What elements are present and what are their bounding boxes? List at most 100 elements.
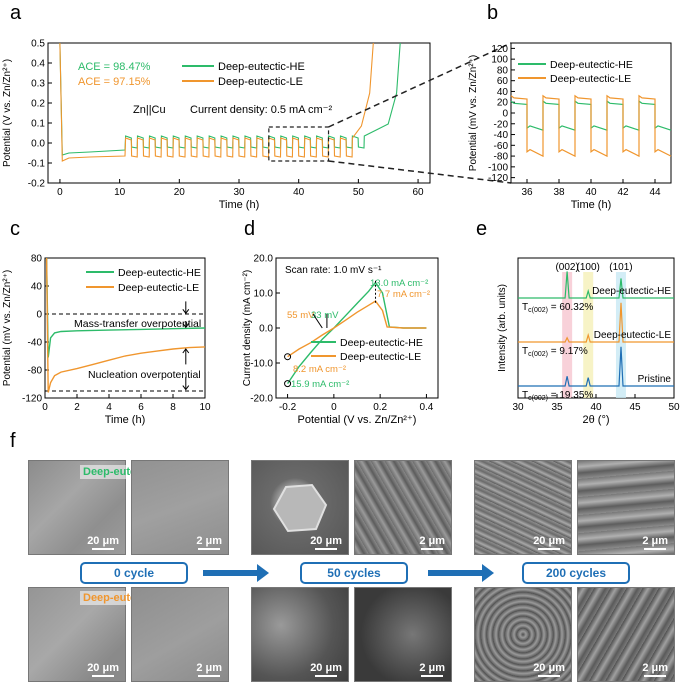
peak-label: (002) bbox=[555, 262, 578, 273]
sem-le-50-high: 2 μm bbox=[354, 587, 452, 682]
d-ytick-label: -10.0 bbox=[250, 359, 273, 370]
chart-d: -0.2 0 0.2 0.4 -20.0 -10.0 0.0 10.0 20.0 Scan ra… bbox=[242, 254, 439, 426]
b-xtick-label: 42 bbox=[617, 187, 629, 198]
overpotential-he-label: 33 mV bbox=[311, 310, 339, 321]
ace-he: ACE = 98.47% bbox=[78, 61, 151, 73]
legend-d-he: Deep-eutectic-HE bbox=[340, 337, 423, 349]
panel-label-c: c bbox=[10, 218, 20, 240]
series-d-le bbox=[287, 300, 427, 358]
series-a-he bbox=[59, 42, 401, 156]
b-ytick-label: 120 bbox=[491, 44, 508, 55]
b-xtick-label: 44 bbox=[649, 187, 661, 198]
zoom-box bbox=[268, 126, 330, 162]
legend-b-le: Deep-eutectic-LE bbox=[550, 73, 631, 85]
sem-le-200-high: 2 μm bbox=[577, 587, 675, 682]
legend-d-le: Deep-eutectic-LE bbox=[340, 351, 421, 363]
a-ytick-label: 0.2 bbox=[31, 99, 45, 110]
scale-bar: 20 μm bbox=[87, 535, 119, 550]
legend-c-he: Deep-eutectic-HE bbox=[118, 267, 201, 279]
a-xtick-label: 0 bbox=[57, 187, 63, 198]
peak-band bbox=[562, 272, 573, 398]
b-ytick-label: -20 bbox=[494, 119, 509, 130]
trough-he-label: 15.9 mA cm⁻² bbox=[291, 379, 349, 390]
current-density-label: Current density: 0.5 mA cm⁻² bbox=[190, 104, 332, 116]
texture-coefficient: Tc(002) = 60.32% bbox=[522, 302, 593, 314]
chart-e: 30 35 40 45 50 (002)(100) (101) Tc(002) = 60.3… bbox=[497, 257, 680, 426]
nucleation-label: Nucleation overpotential bbox=[88, 369, 201, 381]
series-a-le bbox=[59, 42, 374, 162]
d-ytick-label: 0.0 bbox=[259, 324, 273, 335]
chart-e-ylabel: Intensity (arb. units) bbox=[497, 284, 508, 372]
legend-a-he: Deep-eutectic-HE bbox=[218, 61, 305, 73]
peak-band bbox=[615, 272, 626, 398]
legend-b-he: Deep-eutectic-HE bbox=[550, 59, 633, 71]
scan-rate: Scan rate: 1.0 mV s⁻¹ bbox=[285, 265, 382, 276]
sem-he-200-low: 20 μm bbox=[474, 460, 572, 555]
b-ytick-label: 100 bbox=[491, 55, 508, 66]
cell-label: Zn||Cu bbox=[133, 104, 166, 116]
d-xtick-label: 0.4 bbox=[419, 402, 433, 413]
chart-b: 36 38 40 42 44-120-100-80-60-40-200204060801… bbox=[468, 42, 672, 211]
series-c-le bbox=[45, 257, 206, 393]
a-ytick-label: 0.5 bbox=[31, 39, 45, 50]
panel-label-b: b bbox=[487, 2, 499, 24]
sem-he-200-high: 2 μm bbox=[577, 460, 675, 555]
charts-svg: 0 10 20 30 40 50 60-0.2-0.10.00.10.20.30.40.5 … bbox=[2, 39, 680, 427]
sem-le-200-low: 20 μm bbox=[474, 587, 572, 682]
chart-d-xlabel: Potential (V vs. Zn/Zn²⁺) bbox=[298, 414, 417, 426]
sem-he-0-high: 2 μm bbox=[131, 460, 229, 555]
e-xtick-label: 30 bbox=[512, 402, 524, 413]
b-ytick-label: -60 bbox=[494, 141, 509, 152]
chart-b-xlabel: Time (h) bbox=[571, 199, 612, 211]
e-xtick-label: 40 bbox=[590, 402, 602, 413]
panel-label-e: e bbox=[476, 218, 488, 240]
chart-a: 0 10 20 30 40 50 60-0.2-0.10.00.10.20.30.40.5 … bbox=[2, 39, 512, 211]
overpotential-le-label: 55 mV bbox=[287, 310, 315, 321]
legend-c-le: Deep-eutectic-LE bbox=[118, 282, 199, 294]
b-xtick-label: 40 bbox=[585, 187, 597, 198]
zoom-link-upper bbox=[328, 42, 512, 128]
chart-a-xlabel: Time (h) bbox=[219, 199, 260, 211]
a-xtick-label: 20 bbox=[174, 187, 186, 198]
chart-c-xlabel: Time (h) bbox=[105, 414, 146, 426]
a-xtick-label: 10 bbox=[114, 187, 126, 198]
series-b-le bbox=[510, 94, 672, 158]
trough-le-label: 8.2 mA cm⁻² bbox=[293, 364, 346, 375]
c-xtick-label: 0 bbox=[42, 402, 48, 413]
series-e-label: Pristine bbox=[638, 374, 672, 385]
c-ytick-label: 40 bbox=[31, 282, 43, 293]
a-ytick-label: 0.3 bbox=[31, 79, 45, 90]
series-e-1 bbox=[518, 302, 674, 343]
legend-a-le: Deep-eutectic-LE bbox=[218, 76, 303, 88]
c-xtick-label: 4 bbox=[106, 402, 112, 413]
d-ytick-label: 10.0 bbox=[254, 289, 274, 300]
c-ytick-label: -80 bbox=[28, 366, 43, 377]
c-xtick-label: 2 bbox=[74, 402, 80, 413]
texture-coefficient: Tc(002) = 9.17% bbox=[522, 346, 588, 358]
sem-le-0-high: 2 μm bbox=[131, 587, 229, 682]
peak-label: (100) bbox=[577, 262, 600, 273]
a-xtick-label: 50 bbox=[353, 187, 365, 198]
a-ytick-label: -0.1 bbox=[28, 159, 46, 170]
peak-he-label: 13.0 mA cm⁻² bbox=[370, 278, 428, 289]
series-c-he bbox=[45, 257, 206, 358]
a-ytick-label: 0.0 bbox=[31, 139, 45, 150]
d-xtick-label: 0.2 bbox=[373, 402, 387, 413]
overpotential-arrows bbox=[182, 301, 190, 391]
b-xtick-label: 38 bbox=[553, 187, 565, 198]
e-xtick-label: 45 bbox=[629, 402, 641, 413]
stage-0-cycle: 0 cycle bbox=[80, 562, 188, 584]
panel-label-f: f bbox=[10, 430, 16, 452]
d-ytick-label: 20.0 bbox=[254, 254, 274, 265]
d-ytick-label: -20.0 bbox=[250, 394, 273, 405]
arrow-icon bbox=[203, 564, 269, 582]
stage-50-cycles: 50 cycles bbox=[300, 562, 408, 584]
chart-e-xlabel: 2θ (°) bbox=[582, 414, 609, 426]
b-ytick-label: -40 bbox=[494, 130, 509, 141]
series-e-2 bbox=[518, 346, 674, 387]
panel-label-a: a bbox=[10, 2, 22, 24]
c-ytick-label: -120 bbox=[22, 394, 42, 405]
d-xtick-label: 0 bbox=[331, 402, 337, 413]
chart-d-ylabel: Current density (mA cm⁻²) bbox=[242, 270, 253, 386]
series-e-0 bbox=[518, 271, 674, 299]
